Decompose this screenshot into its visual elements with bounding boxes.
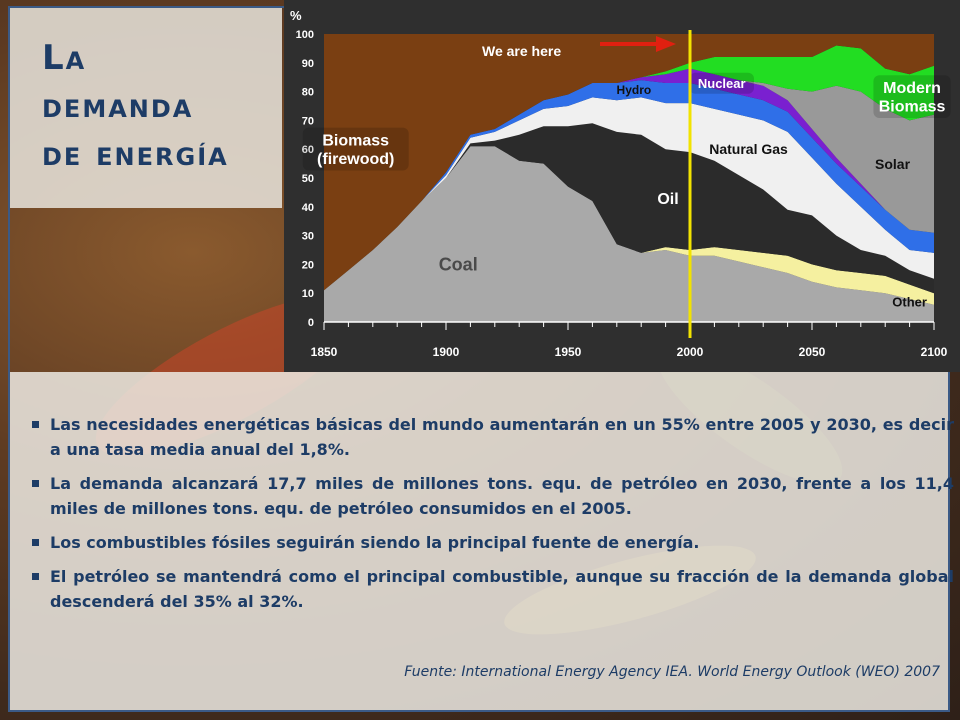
series-label-line: Nuclear <box>698 76 746 91</box>
y-axis-label: % <box>290 8 302 23</box>
series-label-modern-biomass: Modern Biomass <box>879 80 946 115</box>
text-panel: Las necesidades energéticas básicas del … <box>10 372 954 710</box>
series-label-box <box>302 127 409 171</box>
y-tick-label: 100 <box>296 29 314 41</box>
x-tick-label: 2050 <box>799 345 826 359</box>
red-arrow-head-icon <box>656 36 676 52</box>
series-label-box <box>873 75 951 119</box>
chart-svg: 0 10 20 30 40 50 60 70 80 90 100% 1850 1900 1950 2000 2… <box>284 0 960 372</box>
bullet-text: El petróleo se mantendrá como el princip… <box>50 567 954 611</box>
title-line: demanda <box>42 86 194 126</box>
y-tick-label: 20 <box>302 259 314 271</box>
series-label-line: Oil <box>657 191 678 208</box>
source-citation: Fuente: International Energy Agency IEA.… <box>404 664 940 680</box>
area-modern-biomass <box>324 45 934 291</box>
series-label-biomass-firewood: Biomass (firewood) <box>317 132 394 167</box>
y-tick-label: 10 <box>302 288 314 300</box>
series-label-line: Biomass <box>322 132 389 149</box>
area-natural-gas <box>324 97 934 291</box>
title-line: La <box>42 38 87 78</box>
x-tick-label: 1950 <box>555 345 582 359</box>
y-tick-label: 40 <box>302 202 314 214</box>
energy-demand-chart: 0 10 20 30 40 50 60 70 80 90 100% 1850 1900 1950 2000 2… <box>284 0 960 372</box>
x-tick-label: 1850 <box>311 345 338 359</box>
y-tick-label: 90 <box>302 58 314 70</box>
series-label-line: (firewood) <box>317 151 394 168</box>
series-label-line: Natural Gas <box>709 141 788 157</box>
series-label-line: Modern <box>883 80 941 97</box>
series-label-line: Hydro <box>617 83 652 97</box>
bullet-text: Los combustibles fósiles seguirán siendo… <box>50 533 700 552</box>
bullet-text: Las necesidades energéticas básicas del … <box>50 415 954 459</box>
x-tick-label: 1900 <box>433 345 460 359</box>
series-label-line: Other <box>892 294 927 309</box>
area-biomass-firewood <box>324 34 934 291</box>
bullet-item: El petróleo se mantendrá como el princip… <box>32 564 954 614</box>
x-tick-label: 2000 <box>677 345 704 359</box>
x-tick-label: 2100 <box>921 345 948 359</box>
series-label-line: Biomass <box>879 98 946 115</box>
series-label-natural-gas: Natural Gas <box>709 141 788 157</box>
bullet-square-icon <box>32 480 39 487</box>
slide-title: La demanda de energía <box>42 34 229 178</box>
bullet-item: Las necesidades energéticas básicas del … <box>32 412 954 462</box>
bullet-list: Las necesidades energéticas básicas del … <box>32 412 954 623</box>
series-label-line: Solar <box>875 156 911 172</box>
series-label-other: Other <box>892 294 927 309</box>
series-label-coal: Coal <box>439 255 478 275</box>
bullet-square-icon <box>32 539 39 546</box>
y-tick-label: 50 <box>302 173 314 185</box>
area-other <box>324 146 934 305</box>
we-are-here-label: We are here <box>482 43 561 59</box>
area-coal <box>324 146 934 322</box>
y-tick-label: 80 <box>302 87 314 99</box>
bullet-item: La demanda alcanzará 17,7 miles de millo… <box>32 471 954 521</box>
series-label-hydro: Hydro <box>617 83 652 97</box>
bullet-text: La demanda alcanzará 17,7 miles de millo… <box>50 474 954 518</box>
y-tick-label: 0 <box>308 317 314 329</box>
bullet-item: Los combustibles fósiles seguirán siendo… <box>32 530 954 555</box>
series-label-box <box>689 72 755 94</box>
title-line: de energía <box>42 134 229 174</box>
series-label-nuclear: Nuclear <box>698 76 746 91</box>
y-tick-label: 70 <box>302 115 314 127</box>
series-label-line: Coal <box>439 255 478 275</box>
y-tick-label: 60 <box>302 144 314 156</box>
series-label-solar: Solar <box>875 156 911 172</box>
series-label-oil: Oil <box>657 191 678 208</box>
title-box: La demanda de energía <box>10 8 282 208</box>
bullet-square-icon <box>32 573 39 580</box>
area-oil <box>324 123 934 294</box>
y-tick-label: 30 <box>302 231 314 243</box>
bullet-square-icon <box>32 421 39 428</box>
